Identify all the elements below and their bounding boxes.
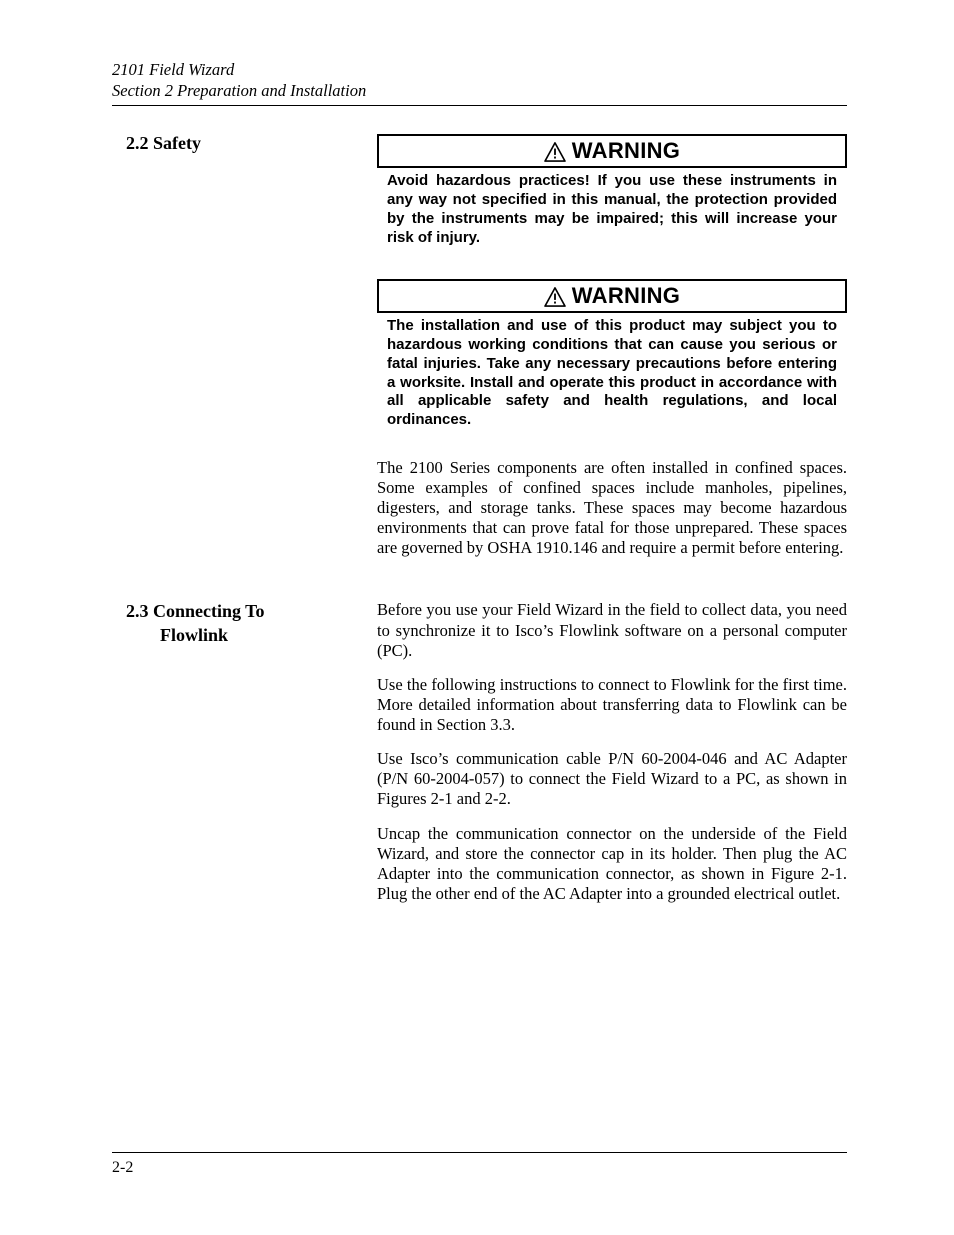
section-2-2-block: 2.2 Safety WARNING xyxy=(112,132,847,558)
warning-triangle-icon xyxy=(544,138,566,164)
para-2-3-2: Use the following instructions to connec… xyxy=(377,675,847,735)
warning-2-header: WARNING xyxy=(377,279,847,313)
warning-2-body: The installation and use of this product… xyxy=(377,313,847,440)
section-2-2-heading: 2.2 Safety xyxy=(112,132,357,155)
warning-1: WARNING Avoid hazardous practices! If yo… xyxy=(377,134,847,257)
header-line-1: 2101 Field Wizard xyxy=(112,60,847,81)
section-2-3-number: 2.3 xyxy=(126,601,149,621)
para-confined-spaces: The 2100 Series components are often ins… xyxy=(377,458,847,559)
warning-1-header: WARNING xyxy=(377,134,847,168)
para-2-3-3: Use Isco’s communication cable P/N 60-20… xyxy=(377,749,847,809)
warning-2-label: WARNING xyxy=(572,283,680,309)
header-line-2: Section 2 Preparation and Installation xyxy=(112,81,847,102)
warning-1-label: WARNING xyxy=(572,138,680,164)
para-2-3-4: Uncap the communication connector on the… xyxy=(377,824,847,905)
section-2-2-title: Safety xyxy=(153,133,201,153)
running-header: 2101 Field Wizard Section 2 Preparation … xyxy=(112,60,847,106)
section-2-2-number: 2.2 xyxy=(126,133,149,153)
page-content: 2101 Field Wizard Section 2 Preparation … xyxy=(112,60,847,904)
section-2-3-title-line2: Flowlink xyxy=(160,625,228,645)
section-2-3-title-line1: Connecting To xyxy=(153,601,265,621)
page-footer: 2-2 xyxy=(112,1152,847,1177)
page-number: 2-2 xyxy=(112,1159,133,1176)
warning-triangle-icon xyxy=(544,283,566,309)
section-2-3-heading: 2.3 Connecting To Flowlink xyxy=(112,600,357,647)
para-2-3-1: Before you use your Field Wizard in the … xyxy=(377,600,847,660)
warning-1-body: Avoid hazardous practices! If you use th… xyxy=(377,168,847,257)
section-2-3-block: 2.3 Connecting To Flowlink Before you us… xyxy=(112,600,847,904)
warning-2: WARNING The installation and use of this… xyxy=(377,279,847,440)
